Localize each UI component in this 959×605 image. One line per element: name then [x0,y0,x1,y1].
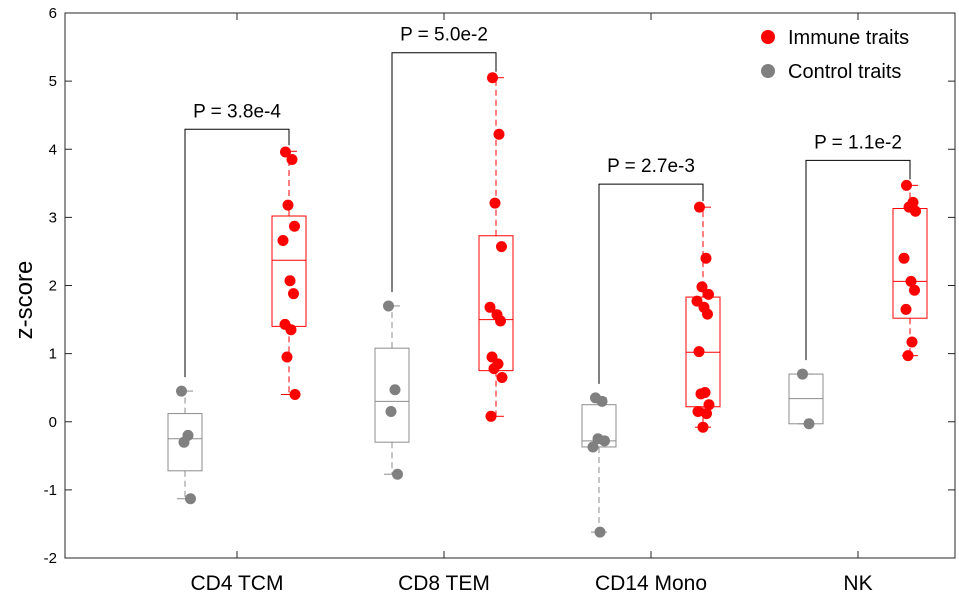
data-point [496,241,507,253]
data-point [277,235,289,247]
data-point [693,346,705,358]
data-point [902,350,914,362]
data-point [910,205,921,217]
data-point [282,199,294,211]
data-point [587,441,599,453]
axis-ticks: -2 -1 0 1 2 3 4 5 6 [44,5,955,567]
data-point [702,308,713,320]
data-point [487,72,498,84]
y-tick-label: -2 [44,550,57,567]
y-tick-label: 1 [49,346,57,363]
legend-label: Immune traits [788,27,909,49]
data-point [803,418,815,430]
data-point [284,275,296,287]
y-tick-label: 5 [49,73,57,90]
data-point [280,146,291,158]
data-point [392,468,403,480]
data-point [484,301,496,313]
data-points [176,72,921,538]
data-point [185,493,196,505]
legend: Immune traits Control traits [761,27,909,83]
category-label: CD8 TEM [398,572,490,595]
y-tick-label: 2 [49,278,57,295]
pvalue-bracket [184,128,290,378]
pvalue-bracket [598,183,704,384]
category-labels: CD4 TCM CD8 TEM CD14 Mono NK [191,572,873,595]
plot-area [64,12,956,559]
data-point [495,315,506,327]
category-label: CD14 Mono [595,572,707,595]
pvalue-label: P = 2.7e-3 [607,156,695,177]
data-point [797,368,808,380]
category-label: CD4 TCM [191,572,284,595]
data-point [286,153,298,165]
pvalue-bracket [391,52,497,292]
legend-label: Control traits [788,61,901,83]
box [167,413,203,472]
data-point [898,252,910,264]
y-tick-label: 0 [49,414,57,431]
y-tick-label: 4 [49,141,57,158]
data-point [385,406,397,418]
legend-marker [761,64,775,78]
data-point [703,288,714,300]
data-point [496,371,508,383]
data-point [905,275,917,287]
data-point [596,395,608,407]
pvalue-label: P = 3.8e-4 [193,101,281,122]
data-point [701,408,712,420]
data-point [906,336,918,348]
data-point [700,252,712,264]
data-point [493,128,505,140]
data-point [289,220,300,232]
data-point [703,399,715,411]
data-point [599,435,610,447]
pvalue-brackets: P = 3.8e-4 P = 5.0e-2 P = 2.7e-3 P = 1.1e-2 [184,25,911,384]
data-point [289,389,301,400]
data-point [281,351,293,363]
data-point [594,526,606,538]
data-point [178,436,190,448]
data-point [389,384,401,396]
box [374,347,410,443]
category-label: NK [843,572,872,595]
data-point [285,324,297,336]
data-point [489,197,501,209]
data-point [695,388,707,400]
data-point [176,385,187,397]
data-point [288,288,299,300]
data-point [901,179,912,191]
data-point [909,284,920,296]
y-tick-label: 6 [49,5,57,22]
legend-marker [761,30,775,44]
data-point [485,410,497,422]
y-axis-label: z-score [11,261,38,340]
data-point [697,421,709,433]
data-point [694,201,705,213]
pvalue-label: P = 1.1e-2 [814,132,902,153]
y-tick-label: 3 [49,209,57,226]
data-point [383,300,394,312]
data-point [488,363,500,375]
data-point [900,303,912,315]
data-point [696,281,708,293]
pvalue-label: P = 5.0e-2 [400,25,488,46]
y-tick-label: -1 [44,482,57,499]
pvalue-bracket [805,159,911,361]
data-point [692,406,704,418]
